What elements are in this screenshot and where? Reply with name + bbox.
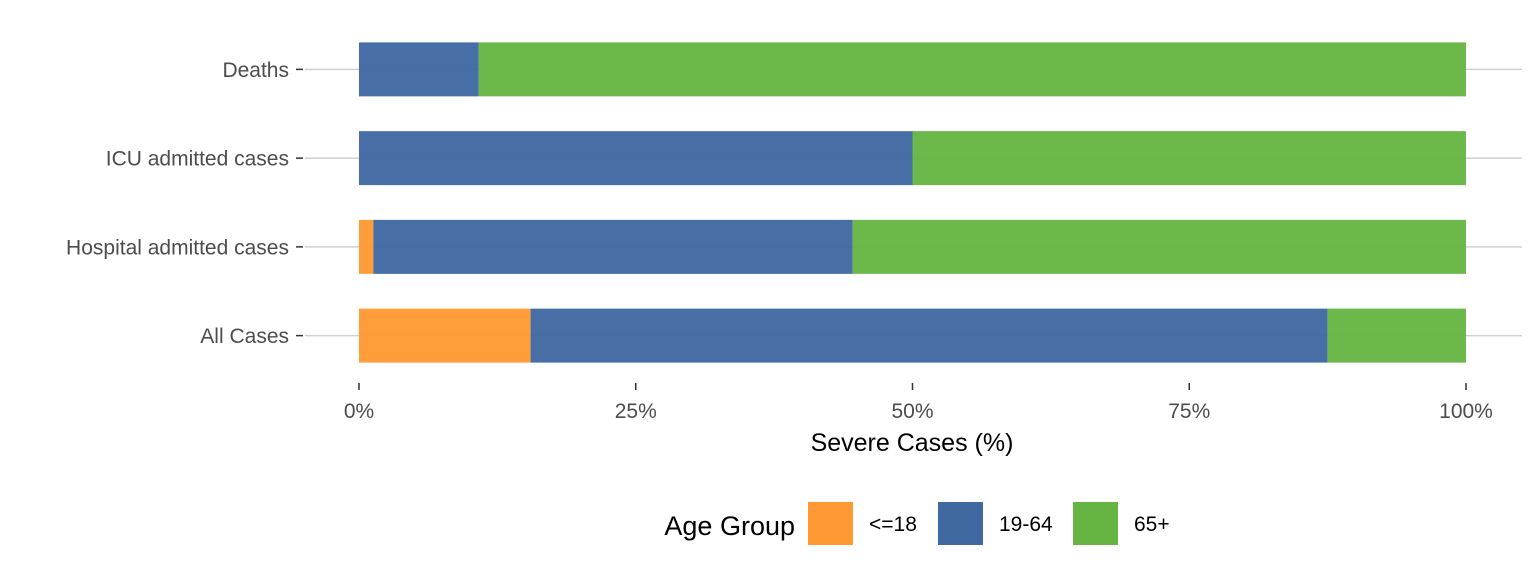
bar-deaths-series-2 <box>478 42 1466 97</box>
legend-swatch-2 <box>1073 502 1118 545</box>
legend-label-2: 65+ <box>1134 513 1170 536</box>
y-tick-label-all-cases: All Cases <box>200 325 289 348</box>
bar-icu-admitted-cases-series-1 <box>359 131 913 186</box>
bar-deaths-series-1 <box>359 42 479 97</box>
y-tick-label-icu-admitted-cases: ICU admitted cases <box>106 148 289 171</box>
legend-label-1: 19-64 <box>999 513 1053 536</box>
x-axis-title: Severe Cases (%) <box>811 429 1014 457</box>
bar-hospital-admitted-cases-series-1 <box>373 219 853 274</box>
legend: Age Group <=18 19-64 65+ <box>664 502 1170 545</box>
bar-hospital-admitted-cases-series-0 <box>359 219 374 274</box>
bar-all-cases-series-1 <box>530 308 1328 363</box>
x-axis: 0% 25% 50% 75% 100% <box>344 383 1493 423</box>
x-tick-label-0: 0% <box>344 400 374 423</box>
gridlines <box>305 68 1522 337</box>
bar-all-cases-series-0 <box>359 308 531 363</box>
bars <box>359 42 1466 363</box>
legend-title: Age Group <box>664 511 795 541</box>
y-axis: All Cases Hospital admitted cases ICU admi… <box>66 59 303 348</box>
legend-label-0: <=18 <box>869 513 917 536</box>
bar-icu-admitted-cases-series-2 <box>912 131 1466 186</box>
y-tick-label-hospital-admitted-cases: Hospital admitted cases <box>66 236 289 259</box>
y-tick-label-deaths: Deaths <box>222 59 289 82</box>
legend-swatch-1 <box>938 502 983 545</box>
bar-all-cases-series-2 <box>1327 308 1466 363</box>
x-tick-label-2: 50% <box>891 400 933 423</box>
x-tick-label-1: 25% <box>615 400 657 423</box>
bar-hospital-admitted-cases-series-2 <box>852 219 1466 274</box>
legend-swatch-0 <box>808 502 853 545</box>
x-tick-label-4: 100% <box>1439 400 1493 423</box>
x-tick-label-3: 75% <box>1168 400 1210 423</box>
